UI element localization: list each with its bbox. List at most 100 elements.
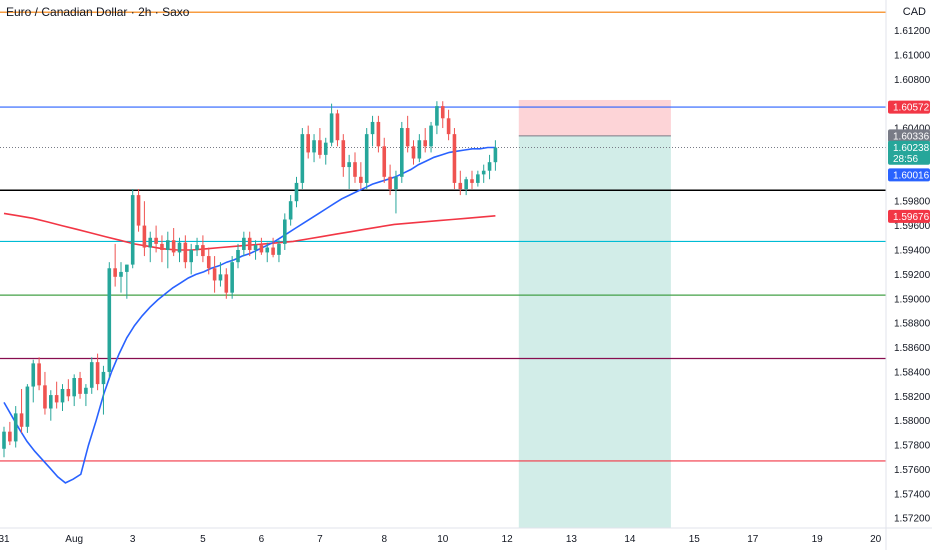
candle-body	[423, 140, 427, 147]
stop-loss-zone	[518, 99, 671, 136]
candle-body	[60, 388, 65, 403]
candle-body	[359, 176, 363, 183]
candle	[388, 164, 392, 196]
candle	[218, 262, 223, 287]
price-tick-label: 1.61000	[894, 50, 931, 61]
candle	[271, 237, 275, 258]
candle	[435, 101, 439, 135]
candle-body	[411, 146, 416, 159]
candle-body	[394, 176, 398, 190]
candle-body	[49, 395, 53, 409]
candle-body	[148, 237, 153, 248]
candle-body	[259, 245, 264, 253]
candle-body	[470, 179, 474, 183]
candle-body	[405, 128, 410, 147]
price-tick-label: 1.58800	[894, 319, 931, 330]
candle-body	[230, 262, 234, 293]
price-axis[interactable]: 1.61200 1.61000 1.60800 1.60400 1.59800 1.596…	[894, 26, 931, 525]
candle	[417, 134, 422, 163]
candle-body	[66, 388, 71, 397]
price-tag-label: 1.60238	[893, 143, 930, 154]
candle	[481, 164, 486, 183]
candle	[66, 379, 71, 402]
candle	[277, 240, 281, 263]
plot-background	[0, 0, 886, 528]
candle-body	[54, 395, 59, 403]
price-tag: 1.60572	[888, 100, 930, 114]
candle	[89, 357, 94, 394]
candle-body	[78, 378, 82, 394]
candle	[183, 235, 188, 269]
candle-body	[452, 134, 457, 183]
time-axis[interactable]: 31 Aug 3 5 6 7 8 10 12 13 14 15 17 19 20	[0, 534, 882, 545]
candle-body	[136, 195, 141, 226]
candle-body	[142, 225, 147, 248]
candle	[370, 115, 375, 147]
candle-body	[166, 240, 170, 250]
time-tick-label: 12	[502, 534, 514, 545]
candle	[136, 189, 141, 232]
candle-body	[283, 219, 287, 244]
candle-body	[206, 256, 211, 269]
candle-body	[341, 140, 346, 168]
candle-body	[37, 363, 41, 386]
candle	[142, 201, 147, 257]
candle-body	[13, 413, 18, 442]
candle-body	[84, 387, 88, 394]
candle-body	[107, 268, 112, 372]
candle	[440, 101, 445, 129]
candle	[335, 109, 340, 147]
candle	[423, 128, 427, 153]
candle-body	[95, 362, 100, 385]
price-tag: 1.60336	[888, 129, 930, 143]
candle-body	[212, 268, 217, 281]
price-tag-box	[888, 140, 930, 165]
candle-body	[312, 140, 316, 153]
candle-body	[265, 247, 270, 253]
candle	[107, 262, 112, 379]
candle-body	[446, 118, 451, 135]
candle-body	[364, 134, 369, 183]
currency-label[interactable]: CAD	[902, 6, 926, 18]
candle-body	[189, 249, 193, 263]
candle-body	[323, 142, 328, 155]
position-tool[interactable]	[518, 99, 671, 528]
chart-title: Euro / Canadian Dollar · 2h · Saxo	[6, 5, 190, 19]
price-tick-label: 1.57200	[894, 514, 931, 525]
candle	[242, 231, 246, 257]
candle	[212, 256, 217, 293]
price-tick-label: 1.57800	[894, 441, 931, 452]
price-tick-label: 1.59600	[894, 221, 931, 232]
candle	[206, 247, 211, 275]
candle-body	[370, 121, 375, 135]
candle-body	[25, 386, 30, 427]
candle-body	[440, 106, 445, 119]
candle-body	[429, 125, 433, 147]
candle	[8, 421, 12, 446]
price-tag-label: 1.60016	[893, 170, 930, 181]
candle	[230, 256, 234, 299]
candle	[411, 140, 416, 165]
candle	[265, 242, 270, 263]
price-tick-label: 1.57600	[894, 465, 931, 476]
price-tick-label: 1.59000	[894, 294, 931, 305]
candle	[318, 128, 322, 159]
candle-body	[160, 243, 164, 250]
candle	[394, 170, 398, 214]
candle	[19, 388, 24, 433]
candle-body	[31, 363, 36, 387]
candle-body	[481, 170, 486, 175]
candle	[25, 384, 30, 433]
candle-body	[376, 121, 381, 147]
candle	[43, 371, 47, 415]
candle-body	[8, 431, 12, 442]
candle	[364, 128, 369, 190]
candle-body	[458, 182, 463, 190]
price-tag-label: 1.60336	[893, 131, 930, 142]
time-tick-label: 5	[200, 534, 206, 545]
candle	[113, 243, 117, 287]
candle-body	[294, 182, 299, 202]
price-tick-label: 1.59400	[894, 245, 931, 256]
